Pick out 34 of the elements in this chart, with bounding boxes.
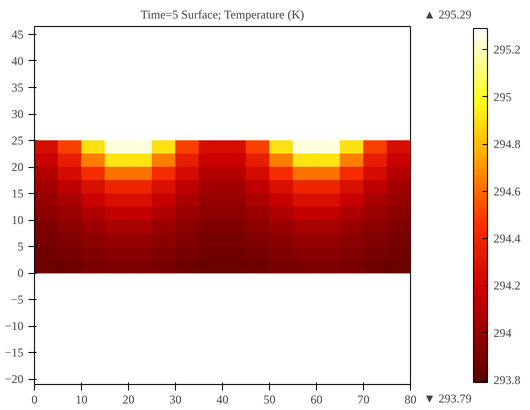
x-tick-label: 40 [216,392,228,406]
y-tick-label: 25 [12,134,24,148]
color-bar-label: 294.8 [494,137,520,152]
color-bar-label: 294.6 [494,184,520,198]
x-tick-label: 20 [122,392,134,406]
color-bar-label: 294 [494,326,512,340]
y-tick-label: 10 [12,213,24,228]
x-tick-label: 60 [310,392,322,406]
y-tick-label: −5 [10,292,24,307]
y-tick-label: 35 [12,80,24,94]
y-tick-label: 5 [18,240,24,254]
y-tick-label: 15 [12,186,24,201]
chart-title: Time=5 Surface; Temperature (K) [140,8,304,22]
y-tick-label: 0 [18,266,24,280]
y-tick-label: −15 [4,346,24,360]
text: ▲ 295.29 [424,8,472,22]
x-tick-label: 10 [76,392,88,406]
y-tick-label: 40 [12,54,24,68]
x-tick-label: 70 [358,392,370,406]
color-bar-label: 293.8 [494,373,520,388]
x-tick-label: 30 [170,392,182,406]
x-tick-label: 50 [264,392,276,406]
x-tick-label: 0 [32,392,38,406]
y-tick-label: 30 [12,107,24,122]
color-bar-label: 295 [494,90,512,104]
color-bar-label: 294.2 [494,278,520,293]
color-bar-label: 294.4 [494,232,520,246]
color-bar-label: 295.2 [494,42,520,57]
y-tick-label: −10 [4,319,24,334]
text: ▼ 293.79 [424,392,472,406]
y-tick-label: 45 [12,27,24,42]
x-tick-label: 80 [404,392,416,406]
y-tick-label: 20 [12,160,24,174]
y-tick-label: −20 [4,372,24,386]
